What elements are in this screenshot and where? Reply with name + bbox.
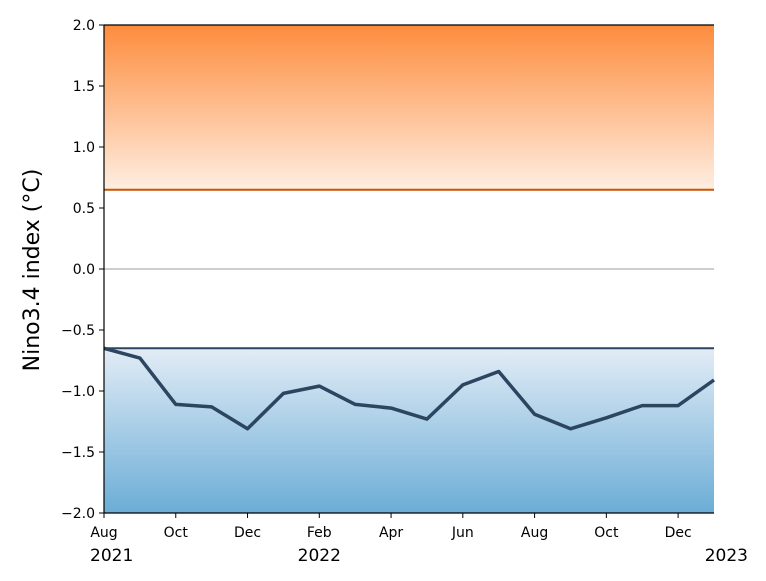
x-tick-label: Jun bbox=[451, 525, 474, 541]
threshold-shading bbox=[104, 25, 714, 513]
el-nino-region bbox=[104, 25, 714, 190]
series-line-0 bbox=[103, 346, 716, 431]
y-tick-label: −1.5 bbox=[61, 445, 95, 461]
x-tick-label: Oct bbox=[594, 525, 619, 541]
y-tick-label: 1.0 bbox=[73, 140, 95, 156]
x-tick-label: Dec bbox=[234, 525, 261, 541]
x-tick-label: Aug bbox=[521, 525, 548, 541]
y-tick-label: −2.0 bbox=[61, 506, 95, 522]
y-tick-label: 2.0 bbox=[73, 18, 95, 34]
x-tick-label: Oct bbox=[164, 525, 189, 541]
x-tick-label: Feb bbox=[307, 525, 332, 541]
axes: −2.0 −1.5 −1.0 −0.5 0.0 0.5 1.0 1.5 2.0 Aug Oct Dec… bbox=[61, 18, 748, 566]
y-axis-title: Nino3.4 index (°C) bbox=[20, 169, 45, 372]
x-tick-label: Dec bbox=[665, 525, 692, 541]
y-tick-label: 0.0 bbox=[73, 262, 95, 278]
y-tick-label: 0.5 bbox=[73, 201, 95, 217]
x-year-label: 2023 bbox=[705, 546, 748, 566]
la-nina-region bbox=[104, 348, 714, 513]
x-year-label: 2022 bbox=[298, 546, 341, 566]
x-tick-label: Apr bbox=[379, 525, 403, 541]
y-tick-label: −1.0 bbox=[61, 384, 95, 400]
x-year-label: 2021 bbox=[90, 546, 133, 566]
series-layer bbox=[103, 346, 716, 431]
y-tick-label: 1.5 bbox=[73, 79, 95, 95]
reference-lines bbox=[104, 188, 714, 350]
y-tick-label: −0.5 bbox=[61, 323, 95, 339]
x-tick-label: Aug bbox=[90, 525, 117, 541]
